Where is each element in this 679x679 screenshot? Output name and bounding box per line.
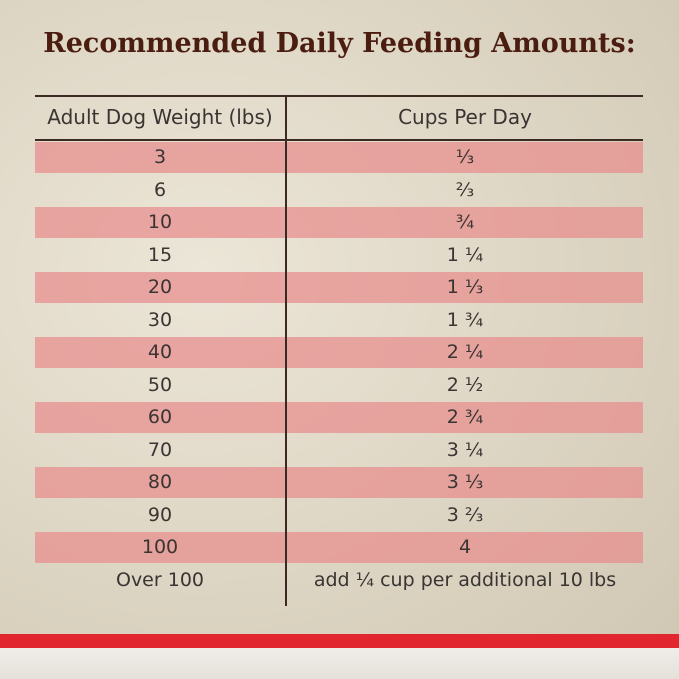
table-cell: 3 ¼ xyxy=(446,438,484,461)
table-cell: 90 xyxy=(147,503,173,526)
header-cell: Cups Per Day xyxy=(398,105,532,129)
table-top-line xyxy=(35,95,643,97)
table-cell: 15 xyxy=(147,243,173,266)
table-cell: add ¼ cup per additional 10 lbs xyxy=(313,568,617,591)
header-cell: Adult Dog Weight (lbs) xyxy=(47,105,273,129)
title: Recommended Daily Feeding Amounts: xyxy=(43,28,636,59)
table-cell: 40 xyxy=(147,341,173,363)
table-cell: 50 xyxy=(147,373,173,396)
table-cell: 2 ¼ xyxy=(446,341,484,363)
table-cell: 2 ½ xyxy=(446,373,484,396)
table-cell: 1 ¾ xyxy=(446,308,484,331)
row-band xyxy=(35,142,643,173)
table-cell: 20 xyxy=(147,276,173,298)
table-cell: 100 xyxy=(141,536,179,558)
table-cell: 10 xyxy=(147,211,173,233)
table-cell: 30 xyxy=(147,308,173,331)
table-cell: 6 xyxy=(153,178,167,201)
table-cell: ⅓ xyxy=(455,146,475,168)
column-divider xyxy=(285,96,287,606)
table-cell: ¾ xyxy=(455,211,475,233)
row-band xyxy=(35,532,643,563)
row-band xyxy=(35,272,643,303)
red-stripe xyxy=(0,634,679,648)
table-cell: ⅔ xyxy=(455,178,475,201)
table-cell: Over 100 xyxy=(115,568,204,591)
table-cell: 1 ⅓ xyxy=(446,276,484,298)
row-band xyxy=(35,402,643,433)
header-line xyxy=(35,139,643,141)
table-cell: 1 ¼ xyxy=(446,243,484,266)
table-cell: 3 ⅓ xyxy=(446,471,484,493)
table-cell: 70 xyxy=(147,438,173,461)
row-band xyxy=(35,337,643,368)
row-band xyxy=(35,207,643,238)
table-cell: 80 xyxy=(147,471,173,493)
table-cell: 3 xyxy=(153,146,167,168)
table-cell: 60 xyxy=(147,406,173,428)
table-cell: 2 ¾ xyxy=(446,406,484,428)
wood-floor xyxy=(0,648,679,679)
table-cell: 3 ⅔ xyxy=(446,503,484,526)
row-band xyxy=(35,467,643,498)
table-cell: 4 xyxy=(458,536,472,558)
